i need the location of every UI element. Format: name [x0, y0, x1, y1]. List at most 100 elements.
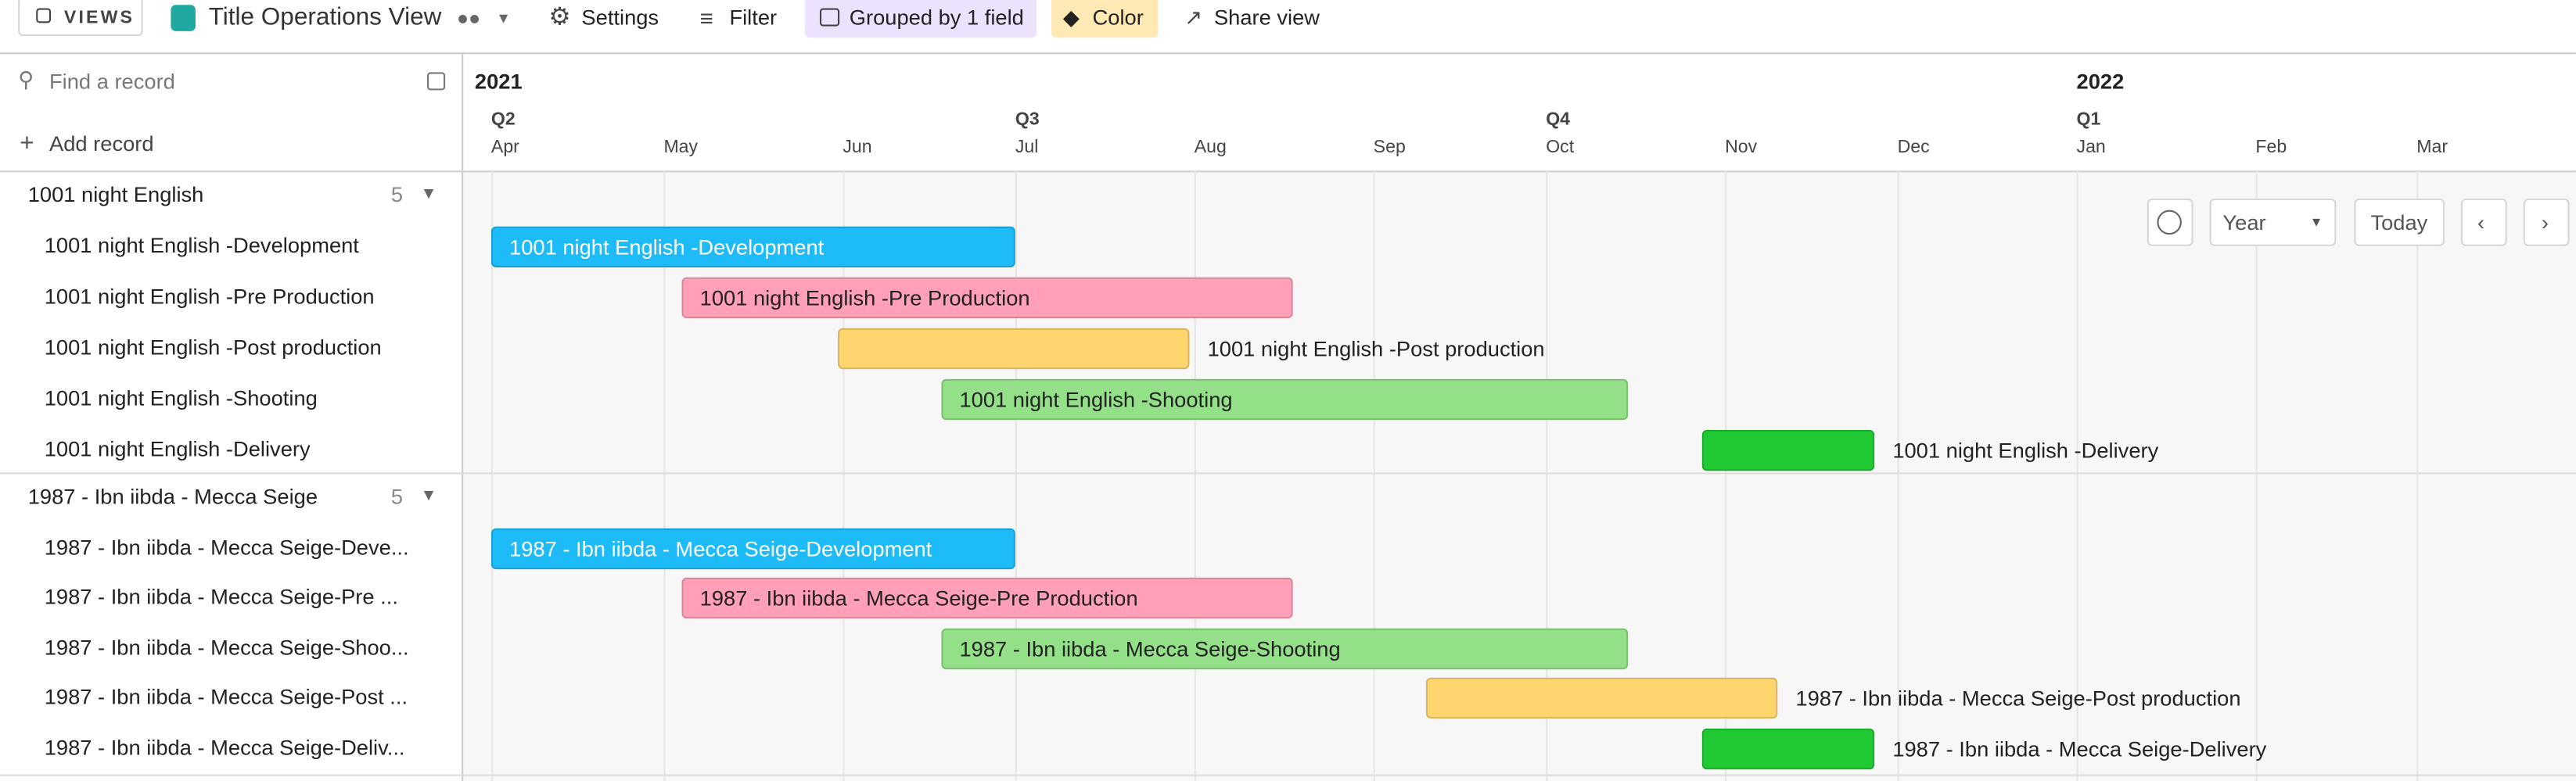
bar-label: 1987 - Ibn iibda - Mecca Seige-Shooting — [959, 636, 1341, 661]
caret[interactable]: ▼ — [496, 9, 511, 27]
prev-button[interactable] — [2460, 198, 2507, 246]
grid-line — [1015, 170, 1017, 781]
bar-label: 1001 night English -Development — [509, 235, 825, 260]
quarter-label: Q2 — [490, 109, 516, 130]
share-icon: ↗ — [1184, 5, 1203, 30]
grid-line — [842, 170, 845, 781]
share-button[interactable]: Share view — [1213, 5, 1320, 30]
month-label: Jul — [1015, 138, 1039, 158]
group-count: 5 — [390, 181, 404, 207]
month-label: Sep — [1373, 138, 1406, 158]
record-name[interactable]: 1001 night English -Delivery — [44, 436, 311, 461]
record-name[interactable]: 1987 - Ibn iibda - Mecca Seige-Post ... — [44, 684, 408, 710]
bar-label: 1001 night English -Post production — [1207, 336, 1545, 361]
settings-button[interactable]: Settings — [581, 5, 659, 30]
add-icon: + — [20, 129, 34, 158]
grid-line — [1725, 170, 1727, 781]
timeline-bar[interactable] — [490, 528, 1015, 570]
record-name[interactable]: 1987 - Ibn iibda - Mecca Seige-Pre ... — [44, 584, 398, 610]
settings-icon: ⚙ — [548, 3, 571, 31]
views-button[interactable] — [18, 0, 143, 37]
bar-label: 1987 - Ibn iibda - Mecca Seige-Developme… — [509, 536, 932, 561]
grid-line — [1897, 170, 1899, 781]
search-icon: ⚲ — [18, 67, 34, 92]
toolbar-border — [0, 52, 2576, 55]
group-button-bg[interactable] — [805, 0, 1037, 38]
bar-label: 1987 - Ibn iibda - Mecca Seige-Delivery — [1892, 736, 2267, 761]
today-label: Today — [2370, 210, 2428, 235]
month-label: Aug — [1194, 138, 1227, 158]
today-button[interactable] — [2354, 198, 2445, 246]
record-name[interactable]: 1001 night English -Pre Production — [44, 284, 375, 309]
record-name[interactable]: 1001 night English -Post production — [44, 335, 382, 360]
view-name[interactable]: Title Operations View — [208, 3, 442, 31]
views-icon — [36, 8, 52, 23]
group-separator — [0, 774, 2576, 776]
color-button[interactable]: Color — [1092, 5, 1144, 30]
month-label: Nov — [1725, 138, 1758, 158]
grid-line — [1373, 170, 1375, 781]
quarter-label: Q4 — [1546, 109, 1571, 130]
collapse-button[interactable] — [427, 72, 446, 91]
scale-label: Year — [2222, 210, 2266, 235]
month-label: May — [663, 138, 699, 158]
bar-label: 1001 night English -Pre Production — [699, 285, 1030, 310]
search-input[interactable]: Find a record — [49, 69, 175, 94]
timeline-bar[interactable] — [1701, 727, 1875, 769]
quarter-label: Q3 — [1015, 109, 1040, 130]
timeline-bar[interactable] — [838, 328, 1190, 370]
month-label: Jan — [2076, 138, 2106, 158]
scale-select[interactable] — [2209, 198, 2337, 246]
group-caret[interactable]: ▼ — [420, 185, 437, 204]
group-button[interactable]: Grouped by 1 field — [849, 5, 1024, 30]
grid-line — [2255, 170, 2258, 781]
grid-line — [2076, 170, 2078, 781]
color-button-bg[interactable] — [1051, 0, 1159, 38]
group-name[interactable]: 1987 - Ibn iibda - Mecca Seige — [27, 484, 318, 509]
color-icon: ◆ — [1062, 5, 1080, 30]
year-label: 2021 — [474, 69, 523, 94]
month-label: Mar — [2416, 138, 2448, 158]
record-name[interactable]: 1987 - Ibn iibda - Mecca Seige-Deliv... — [44, 734, 405, 759]
grid-line — [663, 170, 666, 781]
filter-button[interactable]: Filter — [729, 5, 778, 30]
group-name[interactable]: 1001 night English — [27, 181, 204, 207]
people-icon: ●● — [456, 6, 481, 30]
month-label: Jun — [842, 138, 872, 158]
download-icon — [2157, 210, 2182, 235]
views-label: VIEWS — [63, 8, 135, 28]
timeline-bar[interactable] — [681, 578, 1293, 620]
add-record[interactable]: Add record — [49, 131, 154, 156]
grid-line — [1194, 170, 1196, 781]
bar-label: 1987 - Ibn iibda - Mecca Seige-Pre Produ… — [699, 586, 1138, 611]
record-name[interactable]: 1001 night English -Shooting — [44, 385, 318, 410]
group-caret[interactable]: ▼ — [420, 487, 437, 506]
record-name[interactable]: 1001 night English -Development — [44, 233, 359, 258]
filter-icon: ≡ — [699, 5, 713, 31]
group-count: 5 — [390, 484, 404, 509]
month-label: Dec — [1897, 138, 1930, 158]
quarter-label: Q1 — [2076, 109, 2101, 130]
month-label: Feb — [2255, 138, 2287, 158]
bar-label: 1987 - Ibn iibda - Mecca Seige-Post prod… — [1795, 686, 2241, 711]
grid-line — [1546, 170, 1548, 781]
timeline-bar[interactable] — [490, 226, 1015, 268]
timeline-bar[interactable] — [941, 628, 1629, 669]
timeline-bar[interactable] — [681, 277, 1293, 319]
timeline-bar[interactable] — [1425, 678, 1778, 719]
timeline-bar[interactable] — [1701, 429, 1875, 471]
record-name[interactable]: 1987 - Ibn iibda - Mecca Seige-Shoo... — [44, 634, 409, 660]
view-icon — [171, 5, 196, 31]
sidebar-border — [462, 52, 464, 781]
next-button[interactable] — [2523, 198, 2570, 246]
month-label: Apr — [490, 138, 519, 158]
prev-icon: ‹ — [2477, 210, 2485, 235]
year-label: 2022 — [2076, 69, 2125, 94]
timeline-bar[interactable] — [941, 378, 1629, 421]
group-icon — [819, 8, 840, 27]
grid-line — [2416, 170, 2419, 781]
record-name[interactable]: 1987 - Ibn iibda - Mecca Seige-Deve... — [44, 535, 409, 560]
bar-label: 1001 night English -Delivery — [1892, 438, 2159, 463]
